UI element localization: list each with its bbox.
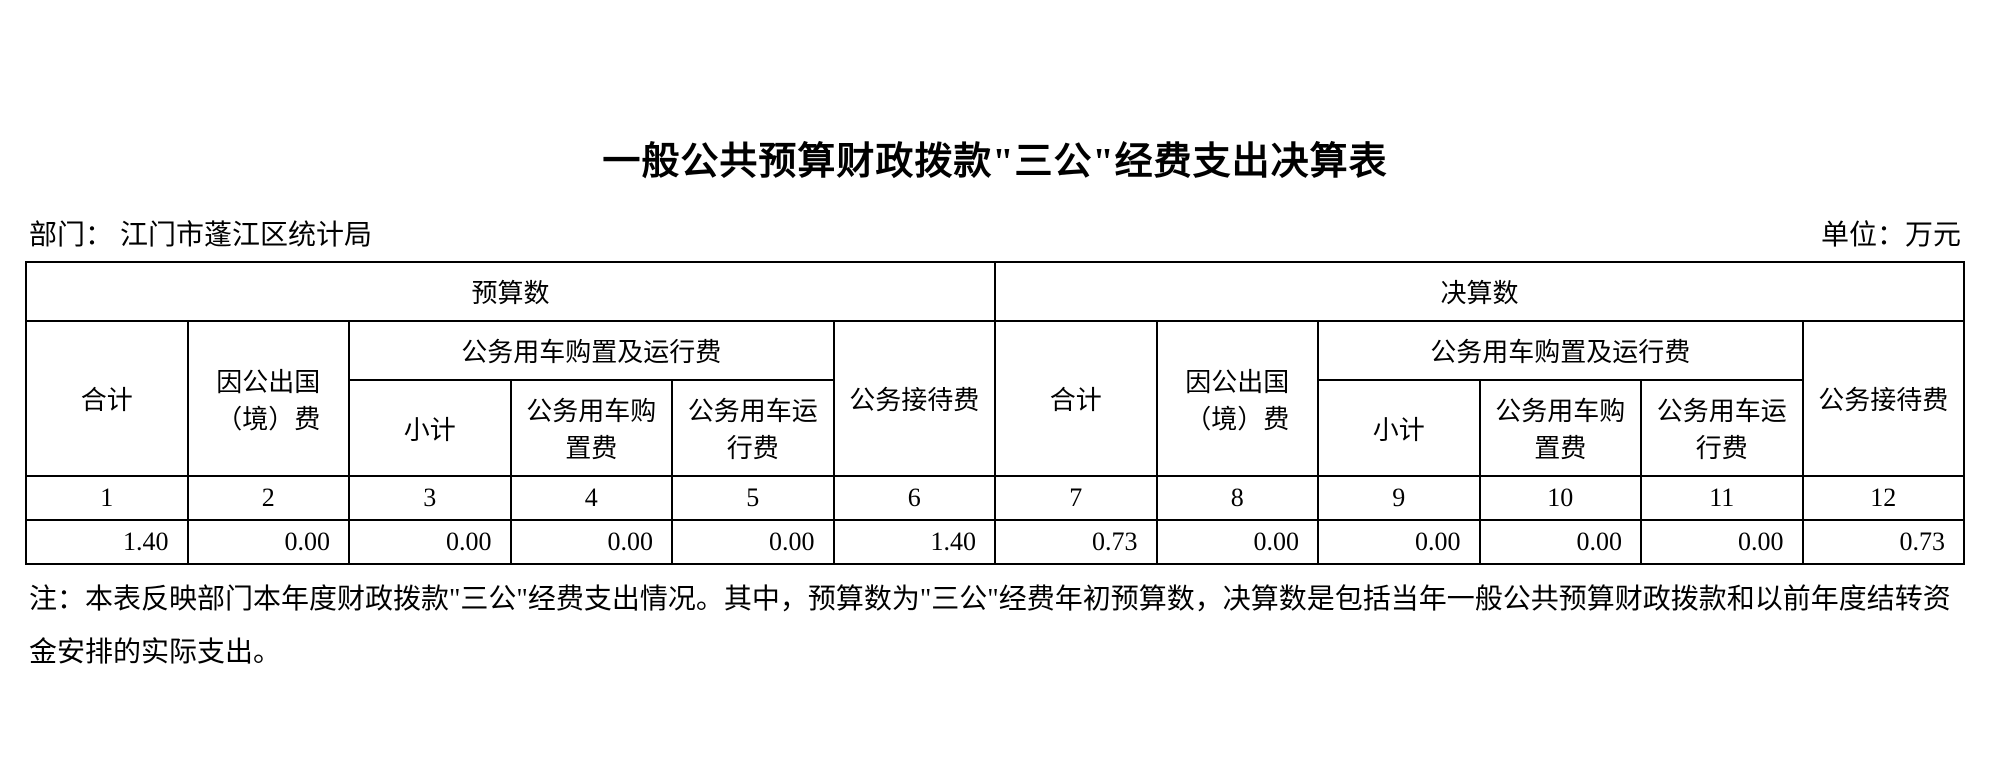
header-vehicle-group-1: 公务用车购置及运行费 — [349, 321, 834, 380]
table-column-number-row: 1 2 3 4 5 6 7 8 9 10 11 12 — [26, 476, 1964, 520]
data-cell: 0.00 — [349, 520, 511, 564]
page-title: 一般公共预算财政拨款"三公"经费支出决算表 — [25, 130, 1965, 185]
header-abroad-2: 因公出国（境）费 — [1157, 321, 1319, 476]
department-block: 部门： 江门市蓬江区统计局 — [29, 213, 372, 253]
header-vehicle-operation-2: 公务用车运行费 — [1641, 380, 1803, 476]
header-subtotal-2: 小计 — [1318, 380, 1480, 476]
header-total-1: 合计 — [26, 321, 188, 476]
data-cell: 0.00 — [672, 520, 834, 564]
meta-row: 部门： 江门市蓬江区统计局 单位：万元 — [25, 213, 1965, 253]
header-final: 决算数 — [995, 262, 1964, 321]
header-reception-2: 公务接待费 — [1803, 321, 1965, 476]
header-total-2: 合计 — [995, 321, 1157, 476]
header-vehicle-purchase-1: 公务用车购置费 — [511, 380, 673, 476]
col-num: 9 — [1318, 476, 1480, 520]
col-num: 4 — [511, 476, 673, 520]
header-vehicle-group-2: 公务用车购置及运行费 — [1318, 321, 1803, 380]
budget-table: 预算数 决算数 合计 因公出国（境）费 公务用车购置及运行费 公务接待费 合计 … — [25, 261, 1965, 565]
department-value: 江门市蓬江区统计局 — [120, 220, 372, 251]
data-cell: 0.73 — [995, 520, 1157, 564]
footnote: 注：本表反映部门本年度财政拨款"三公"经费支出情况。其中，预算数为"三公"经费年… — [25, 573, 1965, 679]
data-cell: 0.00 — [511, 520, 673, 564]
data-cell: 0.00 — [1641, 520, 1803, 564]
header-vehicle-purchase-2: 公务用车购置费 — [1480, 380, 1642, 476]
department-label: 部门： — [29, 220, 113, 251]
header-reception-1: 公务接待费 — [834, 321, 996, 476]
col-num: 11 — [1641, 476, 1803, 520]
data-cell: 0.00 — [188, 520, 350, 564]
table-header-row-1: 预算数 决算数 — [26, 262, 1964, 321]
data-cell: 0.00 — [1480, 520, 1642, 564]
col-num: 3 — [349, 476, 511, 520]
col-num: 8 — [1157, 476, 1319, 520]
col-num: 7 — [995, 476, 1157, 520]
table-header-row-2: 合计 因公出国（境）费 公务用车购置及运行费 公务接待费 合计 因公出国（境）费… — [26, 321, 1964, 380]
col-num: 12 — [1803, 476, 1965, 520]
col-num: 6 — [834, 476, 996, 520]
col-num: 10 — [1480, 476, 1642, 520]
data-cell: 1.40 — [26, 520, 188, 564]
unit-label: 单位：万元 — [1821, 213, 1961, 253]
header-abroad-1: 因公出国（境）费 — [188, 321, 350, 476]
col-num: 5 — [672, 476, 834, 520]
data-cell: 1.40 — [834, 520, 996, 564]
table-data-row: 1.40 0.00 0.00 0.00 0.00 1.40 0.73 0.00 … — [26, 520, 1964, 564]
col-num: 1 — [26, 476, 188, 520]
header-vehicle-operation-1: 公务用车运行费 — [672, 380, 834, 476]
data-cell: 0.00 — [1318, 520, 1480, 564]
data-cell: 0.00 — [1157, 520, 1319, 564]
page-container: 一般公共预算财政拨款"三公"经费支出决算表 部门： 江门市蓬江区统计局 单位：万… — [0, 0, 1990, 679]
header-budget: 预算数 — [26, 262, 995, 321]
header-subtotal-1: 小计 — [349, 380, 511, 476]
col-num: 2 — [188, 476, 350, 520]
data-cell: 0.73 — [1803, 520, 1965, 564]
